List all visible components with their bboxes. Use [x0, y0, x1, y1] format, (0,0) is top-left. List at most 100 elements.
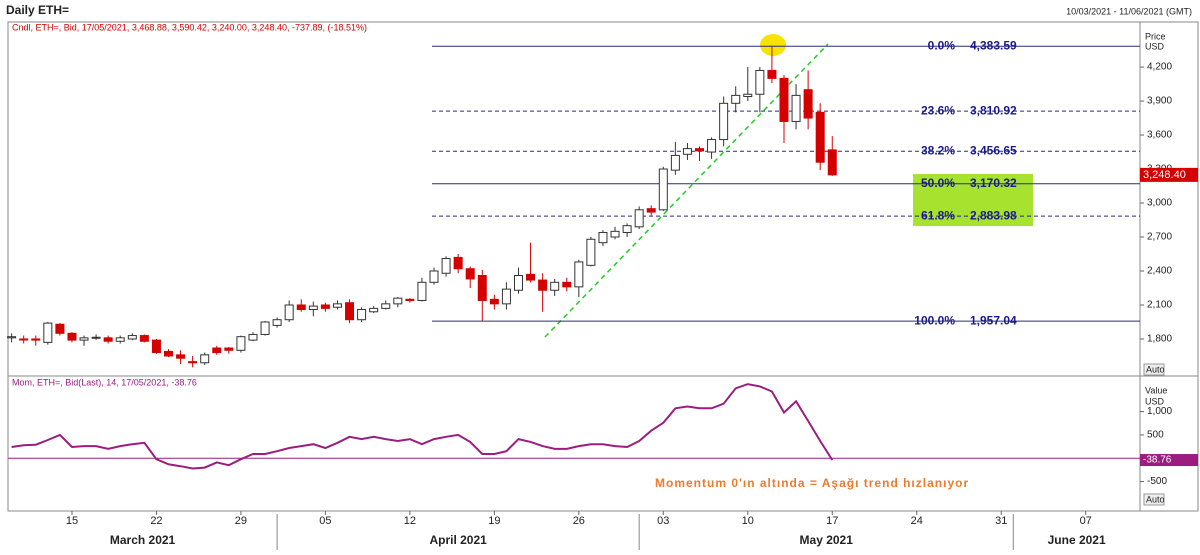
candle-body — [417, 281, 427, 301]
candle-body — [562, 281, 572, 288]
candle-body — [79, 337, 89, 341]
x-tick-label: 03 — [657, 515, 669, 527]
candle-body — [393, 297, 403, 305]
x-tick-label: 15 — [66, 515, 78, 527]
last-value-box — [1140, 167, 1198, 182]
candle-body — [707, 139, 717, 153]
candle-body — [634, 209, 644, 228]
candle-body — [115, 337, 125, 342]
y-tick-label: 1,800 — [1147, 334, 1172, 345]
axis-label: USD — [1145, 396, 1165, 406]
fib-percent: 100.0% — [914, 313, 955, 327]
candle-body — [91, 336, 101, 339]
candle-body — [719, 102, 729, 141]
x-tick-label: 26 — [573, 515, 585, 527]
candle-body — [176, 354, 186, 359]
candle-body — [248, 333, 258, 341]
y-tick-label: 3,000 — [1147, 198, 1172, 209]
last-value: 3,248.40 — [1143, 169, 1186, 181]
candle-body — [200, 354, 210, 364]
candle-body — [381, 303, 391, 309]
y-tick-label: 4,200 — [1147, 62, 1172, 73]
month-label: June 2021 — [1048, 533, 1106, 547]
candle-body — [538, 279, 548, 291]
y-tick-label: -500 — [1147, 476, 1167, 487]
momentum-legend: Mom, ETH=, Bid(Last), 14, 17/05/2021, -3… — [12, 377, 197, 387]
candle-body — [151, 339, 161, 354]
candle-body — [308, 305, 318, 311]
y-tick-label: 1,000 — [1147, 406, 1172, 417]
candle-body — [695, 148, 705, 152]
trend-line — [544, 43, 829, 338]
scale-mode[interactable]: Auto — [1146, 494, 1165, 504]
momentum-line — [11, 383, 834, 470]
scale-button[interactable] — [1143, 493, 1165, 506]
y-tick-label: 500 — [1147, 430, 1164, 441]
candle-body — [55, 323, 65, 334]
candle-body — [513, 275, 523, 291]
candle-body — [827, 149, 837, 176]
candle-body — [429, 270, 439, 283]
scale-mode[interactable]: Auto — [1146, 364, 1165, 374]
y-tick-label: 2,400 — [1147, 266, 1172, 277]
month-label: March 2021 — [110, 533, 176, 547]
candle-body — [815, 111, 825, 163]
candle-body — [236, 336, 246, 351]
candle-body — [526, 273, 536, 281]
fib-value: 3,456.65 — [970, 143, 1017, 157]
month-label: May 2021 — [800, 533, 854, 547]
candle-body — [646, 208, 656, 213]
fib-value: 3,170.32 — [970, 176, 1017, 190]
candle-body — [284, 304, 294, 321]
x-tick-label: 17 — [826, 515, 838, 527]
fib-value: 4,383.59 — [970, 38, 1017, 52]
scale-button[interactable] — [1143, 363, 1165, 376]
candle-body — [779, 77, 789, 122]
x-tick-label: 12 — [404, 515, 416, 527]
y-tick-label: 2,700 — [1147, 232, 1172, 243]
candle-body — [610, 230, 620, 238]
candle-body — [550, 281, 560, 291]
candle-body — [731, 94, 741, 104]
candle-body — [103, 337, 113, 342]
candle-body — [332, 303, 342, 308]
candle-body — [477, 275, 487, 301]
x-tick-label: 05 — [319, 515, 331, 527]
highlight-marker — [760, 34, 786, 56]
candle-body — [489, 298, 499, 305]
candle-body — [453, 256, 463, 270]
price-legend: Cndl, ETH=, Bid, 17/05/2021, 3,468.88, 3… — [12, 22, 367, 32]
candle-body — [405, 298, 415, 301]
x-tick-label: 24 — [911, 515, 923, 527]
candle-body — [67, 332, 77, 341]
x-tick-label: 29 — [235, 515, 247, 527]
x-tick-label: 31 — [995, 515, 1007, 527]
fib-percent: 50.0% — [921, 176, 955, 190]
fib-highlight — [913, 174, 1033, 226]
candle-body — [164, 350, 174, 357]
fib-percent: 61.8% — [921, 208, 955, 222]
axis-label: USD — [1145, 41, 1165, 51]
x-tick-label: 19 — [488, 515, 500, 527]
candle-body — [670, 154, 680, 171]
y-tick-label: 3,600 — [1147, 130, 1172, 141]
candle-body — [465, 268, 475, 280]
fib-value: 2,883.98 — [970, 208, 1017, 222]
candle-body — [357, 309, 367, 321]
y-tick-label: 3,900 — [1147, 96, 1172, 107]
chart-title: Daily ETH= — [6, 3, 69, 17]
candle-body — [501, 288, 511, 305]
fib-percent: 38.2% — [921, 143, 955, 157]
annotation: Momentum 0'ın altında = Aşağı trend hızl… — [655, 476, 969, 490]
candle-body — [7, 336, 17, 339]
candle-body — [574, 261, 584, 288]
candle-body — [755, 69, 765, 95]
fib-value: 1,957.04 — [970, 313, 1017, 327]
momentum-panel — [7, 375, 1199, 512]
axis-label: Price — [1145, 31, 1166, 41]
candle-body — [682, 148, 692, 155]
candle-body — [212, 347, 222, 354]
candle-body — [127, 335, 137, 340]
